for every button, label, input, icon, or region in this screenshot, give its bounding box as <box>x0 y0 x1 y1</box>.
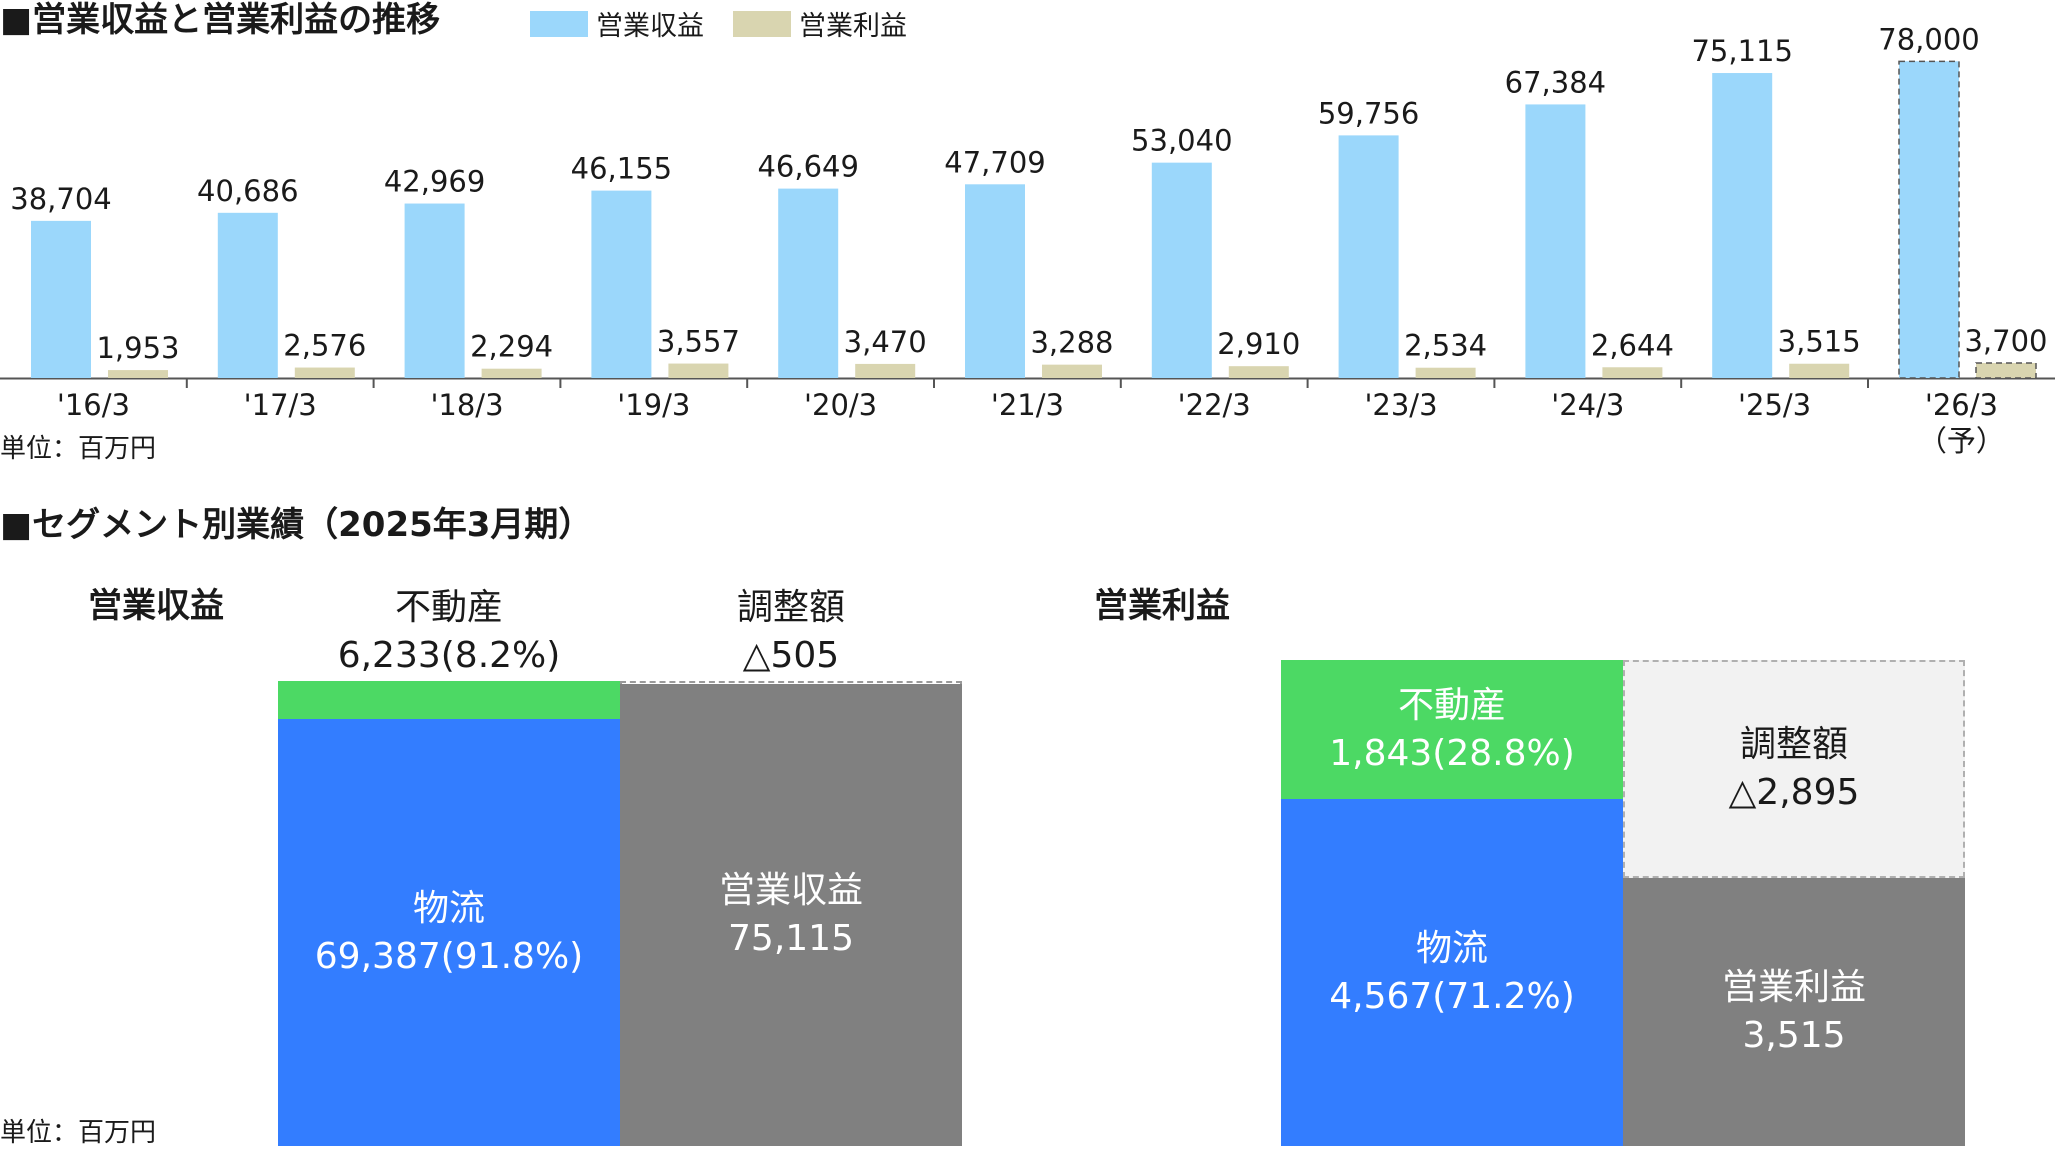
profit-real-estate-block: 不動産 1,843(28.8%) <box>1281 660 1623 799</box>
revenue-real-estate-value: 6,233(8.2%) <box>337 635 561 676</box>
revenue-value-label: 46,649 <box>757 150 858 184</box>
profit-value-label: 2,294 <box>470 330 553 364</box>
revenue-bar <box>1525 104 1586 378</box>
profit-total-block: 営業利益 3,515 <box>1623 878 1965 1146</box>
revenue-value-label: 67,384 <box>1505 65 1606 99</box>
x-tick-label: '21/3 <box>991 388 1064 422</box>
profit-bar <box>1789 363 1850 378</box>
revenue-bar <box>778 188 839 378</box>
profit-bar <box>1602 367 1663 378</box>
profit-bar <box>481 368 542 378</box>
profit-value-label: 3,288 <box>1030 326 1113 360</box>
revenue-bar <box>1898 60 1960 379</box>
profit-bar <box>855 363 916 378</box>
revenue-segment-title: 営業収益 <box>88 586 224 626</box>
legend-revenue: 営業収益 <box>530 4 704 43</box>
profit-value-label: 3,470 <box>844 325 927 359</box>
profit-value-label: 3,515 <box>1778 325 1861 359</box>
revenue-value-label: 46,155 <box>571 152 672 186</box>
revenue-value-label: 42,969 <box>384 165 485 199</box>
revenue-real-estate-name: 不動産 <box>394 587 503 628</box>
profit-value-label: 2,910 <box>1217 327 1300 361</box>
revenue-total-name: 営業収益 <box>718 870 863 911</box>
revenue-total-block: 営業収益 75,115 <box>620 684 962 1146</box>
x-tick-label: '26/3 <box>1925 388 1998 422</box>
revenue-logistics-name: 物流 <box>412 887 485 929</box>
profit-segment-title: 営業利益 <box>1094 586 1230 626</box>
x-tick-label: '24/3 <box>1551 388 1624 422</box>
revenue-real-estate-block <box>278 681 620 719</box>
x-tick-label: '20/3 <box>804 388 877 422</box>
legend-profit-swatch <box>733 10 791 37</box>
revenue-logistics-value: 69,387(91.8%) <box>314 935 584 977</box>
profit-bar <box>1228 366 1289 378</box>
legend-revenue-label: 営業収益 <box>596 11 704 42</box>
profit-value-label: 2,576 <box>283 329 366 363</box>
revenue-value-label: 40,686 <box>197 174 298 208</box>
revenue-bar <box>404 203 465 378</box>
revenue-adjustment-block <box>620 681 962 684</box>
x-tick-label: '18/3 <box>430 388 503 422</box>
top-unit-label: 単位：百万円 <box>0 434 157 464</box>
x-tick-label: '19/3 <box>617 388 690 422</box>
profit-logistics-value: 4,567(71.2%) <box>1329 975 1575 1017</box>
x-tick-note: （予） <box>1918 424 2005 458</box>
profit-value-label: 3,557 <box>657 325 740 359</box>
revenue-bar <box>31 220 91 378</box>
revenue-value-label: 59,756 <box>1318 96 1419 130</box>
top-chart-title: ■営業収益と営業利益の推移 <box>0 0 441 40</box>
bottom-unit-label: 単位：百万円 <box>0 1118 157 1148</box>
profit-logistics-block: 物流 4,567(71.2%) <box>1281 799 1623 1146</box>
revenue-adjustment-outer-label: 調整額 △505 <box>620 584 962 680</box>
legend-revenue-swatch <box>530 10 588 37</box>
profit-adjustment-value: △2,895 <box>1728 772 1860 813</box>
profit-value-label: 2,644 <box>1591 328 1674 362</box>
revenue-bar <box>1338 135 1399 378</box>
segment-section-title: ■セグメント別業績（2025年3月期） <box>0 505 593 545</box>
profit-bar <box>1975 362 2037 379</box>
revenue-adjustment-value: △505 <box>742 635 840 676</box>
revenue-value-label: 53,040 <box>1131 124 1232 158</box>
profit-value-label: 3,700 <box>1964 324 2047 358</box>
revenue-value-label: 38,704 <box>10 182 111 216</box>
profit-logistics-name: 物流 <box>1415 927 1488 969</box>
profit-bar <box>1042 364 1102 378</box>
revenue-bar <box>1712 73 1773 379</box>
legend-profit: 営業利益 <box>733 4 907 43</box>
legend-profit-label: 営業利益 <box>799 11 907 42</box>
profit-bar <box>668 363 729 378</box>
profit-real-estate-name: 不動産 <box>1397 684 1506 726</box>
profit-value-label: 2,534 <box>1404 329 1487 363</box>
revenue-real-estate-outer-label: 不動産 6,233(8.2%) <box>278 584 620 680</box>
revenue-total-value: 75,115 <box>728 918 854 959</box>
revenue-value-label: 47,709 <box>944 145 1045 179</box>
revenue-bar <box>591 190 652 378</box>
revenue-value-label: 78,000 <box>1878 22 1979 56</box>
profit-bar <box>1415 367 1476 378</box>
x-tick-label: '25/3 <box>1738 388 1811 422</box>
revenue-bar <box>1151 162 1212 378</box>
revenue-value-label: 75,115 <box>1691 34 1792 68</box>
profit-real-estate-value: 1,843(28.8%) <box>1329 732 1575 774</box>
revenue-bar <box>217 212 278 378</box>
profit-total-name: 営業利益 <box>1721 967 1866 1008</box>
profit-total-value: 3,515 <box>1742 1015 1846 1056</box>
x-tick-label: '17/3 <box>244 388 317 422</box>
revenue-profit-bar-chart: 38,704 1,953 '16/3 40,686 2,576 '17/3 42,969 2,… <box>0 22 2055 458</box>
x-tick-label: '23/3 <box>1364 388 1437 422</box>
profit-bar <box>294 367 355 378</box>
revenue-adjustment-name: 調整額 <box>736 587 845 628</box>
x-tick-label: '16/3 <box>57 388 130 422</box>
profit-adjustment-name: 調整額 <box>1739 724 1848 765</box>
profit-bar <box>108 370 168 378</box>
revenue-logistics-block: 物流 69,387(91.8%) <box>278 719 620 1146</box>
profit-adjustment-block: 調整額 △2,895 <box>1623 660 1965 878</box>
revenue-bar <box>965 184 1025 378</box>
profit-value-label: 1,953 <box>96 331 179 365</box>
x-tick-label: '22/3 <box>1178 388 1251 422</box>
